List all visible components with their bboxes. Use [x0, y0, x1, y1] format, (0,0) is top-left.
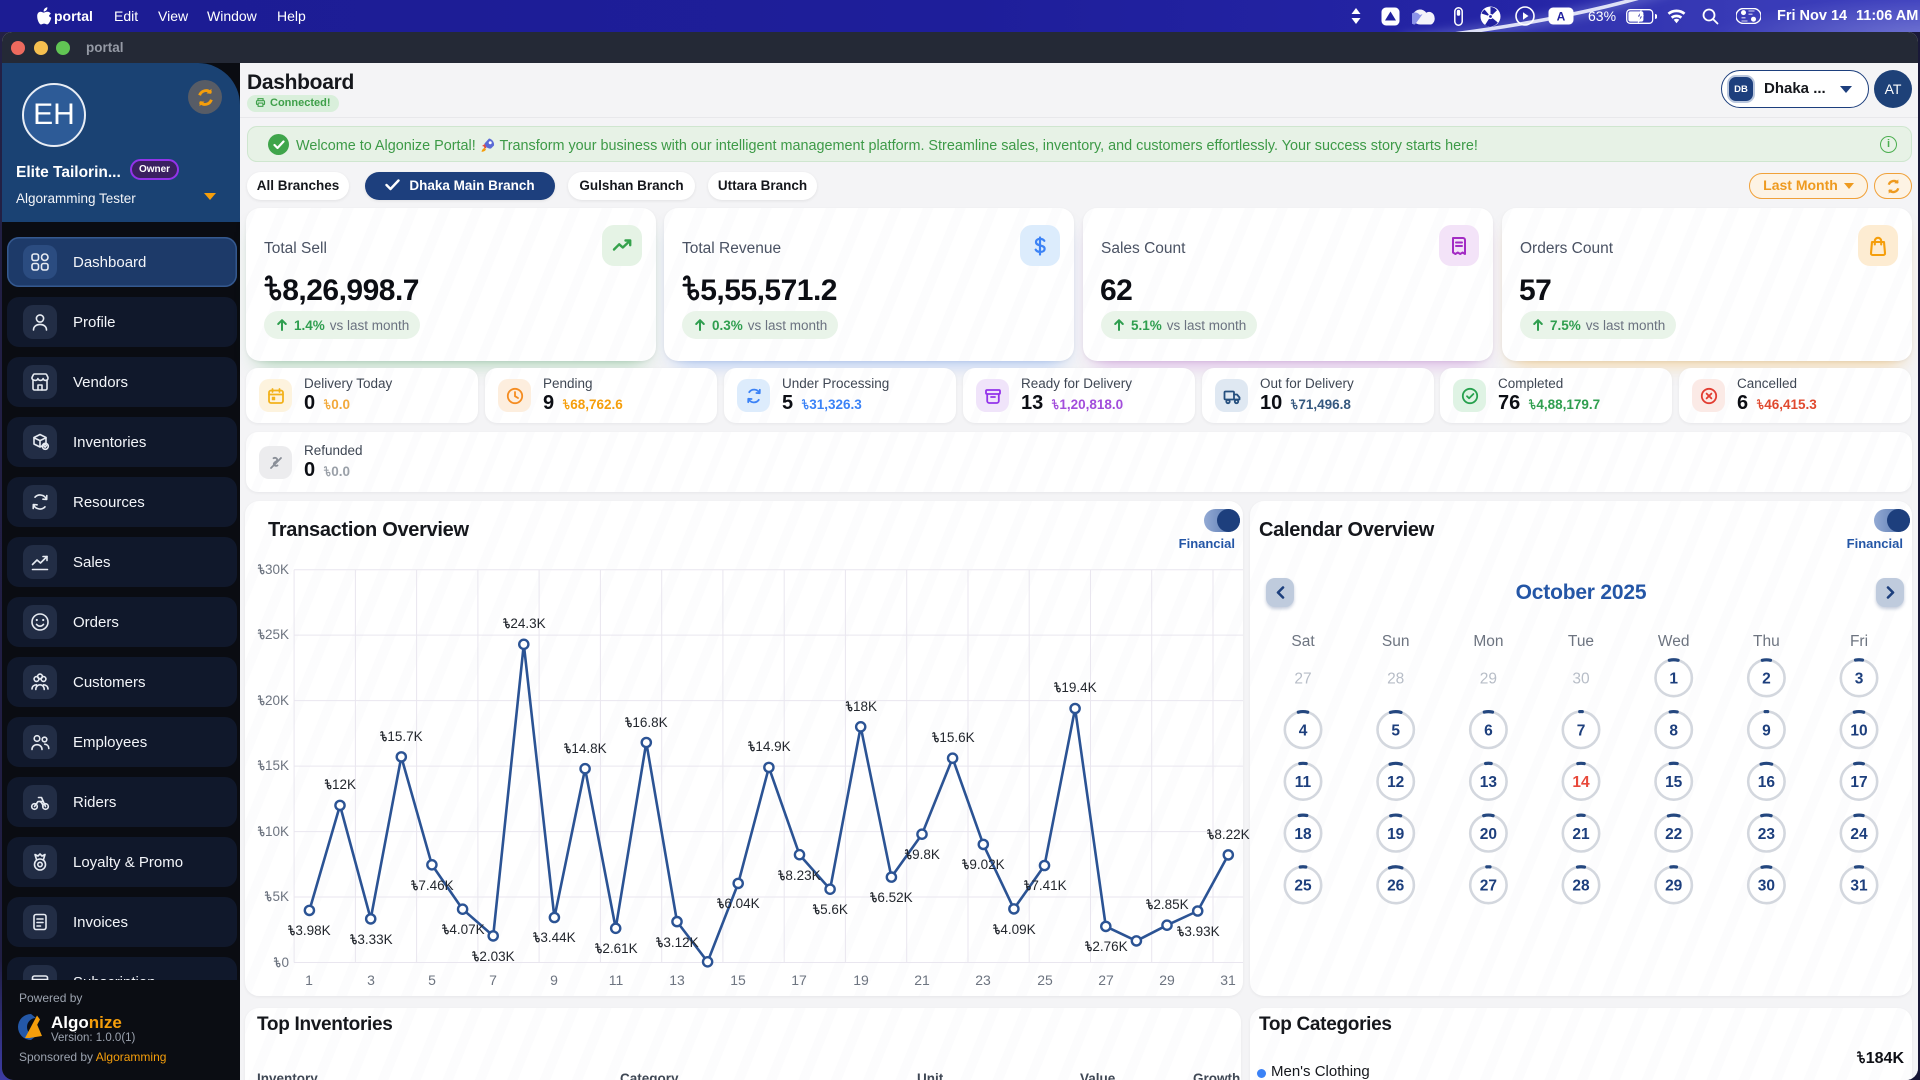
svg-text:2: 2 — [1762, 671, 1771, 688]
svg-text:26: 26 — [1387, 878, 1405, 895]
svg-text:28: 28 — [1572, 878, 1590, 895]
svg-text:6: 6 — [1484, 722, 1493, 739]
svg-text:13: 13 — [1480, 774, 1498, 791]
svg-text:30: 30 — [1572, 671, 1590, 688]
svg-text:27: 27 — [1480, 878, 1497, 895]
svg-text:25: 25 — [1294, 878, 1312, 895]
svg-text:7: 7 — [1577, 722, 1586, 739]
svg-text:21: 21 — [1572, 826, 1590, 843]
svg-text:Wed: Wed — [1658, 633, 1690, 650]
svg-text:Tue: Tue — [1568, 633, 1594, 650]
svg-text:12: 12 — [1387, 774, 1404, 791]
svg-text:3: 3 — [1855, 671, 1864, 688]
svg-text:30: 30 — [1758, 878, 1775, 895]
svg-text:27: 27 — [1294, 671, 1311, 688]
svg-text:23: 23 — [1758, 826, 1776, 843]
svg-text:Sat: Sat — [1291, 633, 1315, 650]
svg-text:19: 19 — [1387, 826, 1405, 843]
svg-text:20: 20 — [1480, 826, 1497, 843]
svg-text:28: 28 — [1387, 671, 1404, 688]
svg-text:11: 11 — [1295, 774, 1312, 791]
svg-text:31: 31 — [1850, 878, 1868, 895]
svg-text:29: 29 — [1480, 671, 1497, 688]
svg-text:A: A — [1557, 10, 1566, 24]
svg-text:18: 18 — [1294, 826, 1312, 843]
svg-text:Sun: Sun — [1382, 633, 1410, 650]
svg-text:Fri: Fri — [1850, 633, 1868, 650]
svg-text:22: 22 — [1665, 826, 1682, 843]
svg-text:29: 29 — [1665, 878, 1683, 895]
svg-text:24: 24 — [1850, 826, 1868, 843]
svg-text:14: 14 — [1572, 774, 1590, 791]
svg-text:5: 5 — [1391, 722, 1400, 739]
svg-text:9: 9 — [1762, 722, 1771, 739]
svg-text:8: 8 — [1669, 722, 1678, 739]
svg-text:1: 1 — [1669, 671, 1678, 688]
svg-text:17: 17 — [1850, 774, 1867, 791]
svg-text:4: 4 — [1299, 722, 1308, 739]
svg-text:15: 15 — [1665, 774, 1683, 791]
svg-text:Thu: Thu — [1753, 633, 1780, 650]
svg-text:10: 10 — [1850, 722, 1867, 739]
svg-text:Mon: Mon — [1473, 633, 1503, 650]
svg-text:16: 16 — [1758, 774, 1776, 791]
